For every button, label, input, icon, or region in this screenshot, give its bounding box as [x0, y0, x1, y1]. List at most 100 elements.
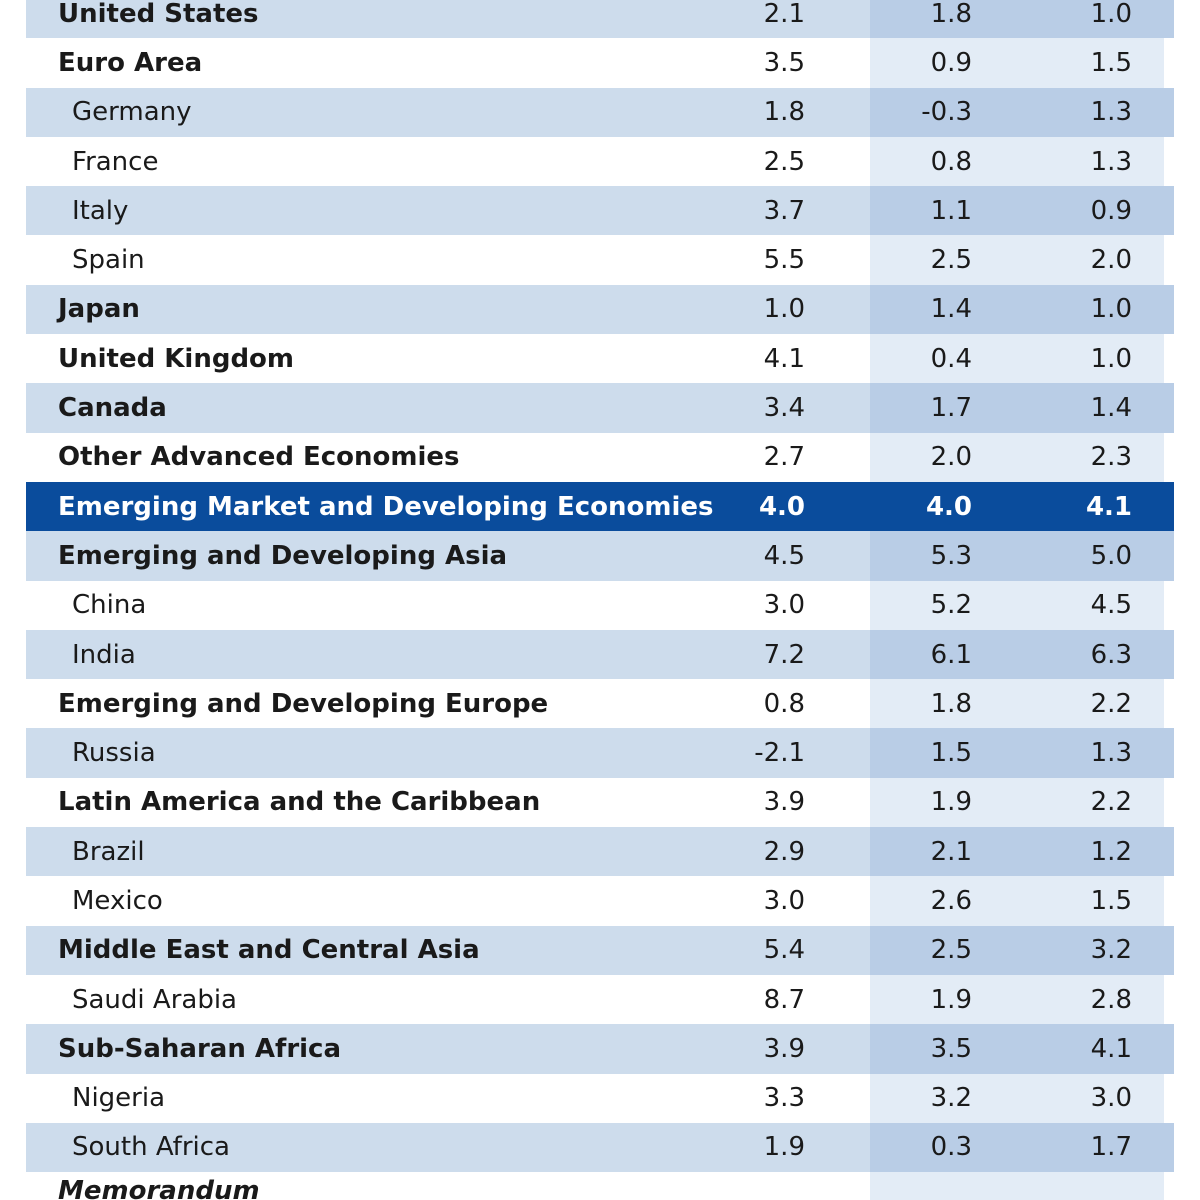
value-cell-v2: 3.2: [930, 1083, 972, 1114]
row-background: [870, 629, 1164, 680]
value-cell-v1: 3.3: [763, 1083, 805, 1114]
value-cell-v1: 3.0: [763, 885, 805, 916]
value-cell-v3: 2.2: [1090, 688, 1132, 719]
value-cell-v1: 3.7: [763, 195, 805, 226]
table-row: Brazil 2.9 2.1 1.2: [0, 827, 1200, 877]
row-background: [870, 284, 1164, 335]
row-label: Latin America and the Caribbean: [58, 787, 541, 818]
row-background: [870, 876, 1164, 926]
row-background: [1164, 481, 1174, 532]
growth-table: United States 2.1 1.8 1.0 Euro Area 3.5 0.9 1.5…: [0, 0, 1200, 1173]
row-background: [26, 679, 870, 729]
value-cell-v1: -2.1: [754, 738, 805, 769]
value-cell-v2: 3.5: [930, 1033, 972, 1064]
table-row: Mexico 3.0 2.6 1.5: [0, 876, 1200, 926]
row-background: [26, 87, 870, 137]
row-background: [870, 432, 1164, 482]
row-background: [870, 1024, 1164, 1074]
row-background: [26, 827, 870, 877]
row-label: Emerging and Developing Asia: [58, 540, 508, 571]
row-background: [1164, 186, 1174, 236]
memorandum-heading: Memorandum: [58, 1176, 260, 1200]
table-row: Spain 5.5 2.5 2.0: [0, 235, 1200, 285]
table-row: South Africa 1.9 0.3 1.7: [0, 1122, 1200, 1173]
row-background: [870, 777, 1164, 828]
value-cell-v3: 1.4: [1090, 393, 1132, 424]
table-row: Sub-Saharan Africa 3.9 3.5 4.1: [0, 1024, 1200, 1074]
value-cell-v1: 0.8: [763, 688, 805, 719]
value-cell-v1: 4.5: [763, 540, 805, 571]
table-row: Other Advanced Economies 2.7 2.0 2.3: [0, 432, 1200, 482]
row-label: Emerging and Developing Europe: [58, 688, 549, 719]
value-cell-v2: 2.0: [930, 442, 972, 473]
row-background: [26, 186, 870, 236]
table-row: Canada 3.4 1.7 1.4: [0, 383, 1200, 433]
row-background: [1164, 1073, 1174, 1123]
value-cell-v1: 1.0: [763, 294, 805, 325]
value-cell-v2: 1.7: [930, 393, 972, 424]
value-cell-v1: 7.2: [763, 639, 805, 670]
row-background: [26, 481, 870, 532]
table-row: Emerging and Developing Asia 4.5 5.3 5.0: [0, 531, 1200, 581]
row-background: [1164, 432, 1174, 482]
table-row: India 7.2 6.1 6.3: [0, 629, 1200, 680]
value-cell-v3: 5.0: [1090, 540, 1132, 571]
value-cell-v3: 6.3: [1090, 639, 1132, 670]
row-background: [870, 679, 1164, 729]
value-cell-v1: 5.4: [763, 935, 805, 966]
row-background: [1164, 580, 1174, 630]
row-label: Sub-Saharan Africa: [58, 1033, 342, 1064]
value-cell-v3: 4.5: [1090, 590, 1132, 621]
row-background: [1164, 0, 1174, 39]
row-background: [1164, 925, 1174, 975]
value-cell-v1: 3.9: [763, 1033, 805, 1064]
table-row: China 3.0 5.2 4.5: [0, 580, 1200, 630]
row-background: [26, 974, 870, 1025]
row-background: [26, 284, 870, 335]
value-cell-v2: 0.9: [930, 47, 972, 78]
row-background: [26, 334, 870, 384]
value-cell-v3: 1.3: [1090, 146, 1132, 177]
row-background: [26, 580, 870, 630]
value-cell-v3: 2.3: [1090, 442, 1132, 473]
value-cell-v3: 2.2: [1090, 787, 1132, 818]
value-cell-v2: 1.8: [930, 688, 972, 719]
value-cell-v3: 1.5: [1090, 47, 1132, 78]
row-label: Spain: [72, 245, 145, 276]
row-background: [870, 136, 1164, 187]
row-background: [1164, 235, 1174, 285]
row-background: [1164, 1122, 1174, 1173]
row-background: [1164, 679, 1174, 729]
memorandum-column-band: [870, 1172, 1164, 1200]
table-row: Saudi Arabia 8.7 1.9 2.8: [0, 974, 1200, 1025]
value-cell-v3: 1.3: [1090, 738, 1132, 769]
value-cell-v2: 1.4: [930, 294, 972, 325]
value-cell-v3: 1.0: [1090, 0, 1132, 29]
row-label: Japan: [58, 294, 140, 325]
value-cell-v1: 1.8: [763, 97, 805, 128]
row-background: [26, 38, 870, 88]
value-cell-v2: 0.8: [930, 146, 972, 177]
row-background: [870, 925, 1164, 975]
row-label: Italy: [72, 195, 129, 226]
row-background: [870, 383, 1164, 433]
row-background: [1164, 728, 1174, 778]
row-background: [1164, 827, 1174, 877]
row-background: [26, 432, 870, 482]
row-background: [26, 876, 870, 926]
row-label: United Kingdom: [58, 343, 295, 374]
value-cell-v3: 1.3: [1090, 97, 1132, 128]
row-background: [1164, 334, 1174, 384]
row-background: [870, 974, 1164, 1025]
table-row: United States 2.1 1.8 1.0: [0, 0, 1200, 39]
row-label: Other Advanced Economies: [58, 442, 460, 473]
row-background: [870, 0, 1164, 39]
value-cell-v1: 8.7: [763, 984, 805, 1015]
value-cell-v3: 1.5: [1090, 885, 1132, 916]
row-background: [870, 1073, 1164, 1123]
table-row: Euro Area 3.5 0.9 1.5: [0, 38, 1200, 88]
row-label: Euro Area: [58, 47, 203, 78]
value-cell-v3: 2.8: [1090, 984, 1132, 1015]
value-cell-v2: 1.8: [930, 0, 972, 29]
row-background: [870, 580, 1164, 630]
